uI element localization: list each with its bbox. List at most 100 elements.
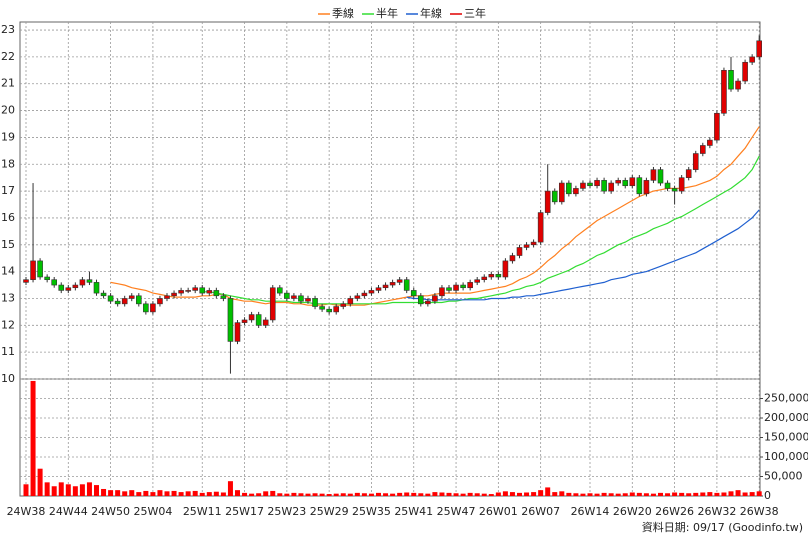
legend-label: 半年 <box>376 6 398 20</box>
volume-bar <box>587 493 593 496</box>
candle-body <box>756 40 763 58</box>
volume-bar <box>284 493 290 496</box>
candle-body <box>312 298 318 307</box>
candle-body <box>544 190 551 213</box>
candle-body <box>749 56 755 63</box>
candle-body <box>502 260 509 278</box>
x-tick-label: 25W41 <box>394 505 433 518</box>
x-tick-label: 25W35 <box>352 505 391 518</box>
candle-body <box>220 295 227 299</box>
volume-bar <box>277 493 283 496</box>
candle-body <box>255 314 262 326</box>
candle-body <box>93 282 100 294</box>
volume-bar <box>206 492 212 496</box>
volume-bar <box>700 492 706 496</box>
candle-body <box>30 260 36 280</box>
volume-bar <box>608 493 614 496</box>
ma-line <box>406 209 760 301</box>
volume-bar <box>460 493 466 496</box>
candle-body <box>206 290 213 294</box>
volume-bar <box>531 492 537 496</box>
candle-body <box>425 300 431 305</box>
candle-body <box>354 295 361 299</box>
volume-bar <box>263 491 269 496</box>
y-tick-label: 15 <box>1 238 15 251</box>
candle-body <box>410 290 417 297</box>
candle-body <box>573 188 579 195</box>
volume-bar <box>686 493 692 496</box>
candle-body <box>114 300 121 305</box>
candle-body <box>171 292 177 297</box>
candle-body <box>622 180 629 187</box>
x-tick-label: 26W14 <box>571 505 610 518</box>
x-tick-label: 25W29 <box>310 505 349 518</box>
candle-body <box>417 295 424 305</box>
candle-body <box>467 282 473 289</box>
volume-bar <box>693 492 699 496</box>
candle-body <box>636 177 643 195</box>
candle-body <box>474 279 481 283</box>
candle-body <box>284 292 290 299</box>
x-tick-label: 24W38 <box>7 505 46 518</box>
volume-bar <box>354 492 360 496</box>
volume-bar <box>101 488 107 496</box>
ma-line <box>202 155 760 305</box>
volume-bar <box>488 494 494 496</box>
y2-tick-label: 100,000 <box>764 450 808 463</box>
y2-tick-label: 250,000 <box>764 392 808 405</box>
candle-body <box>615 180 622 184</box>
candle-body <box>347 298 354 305</box>
candle-body <box>72 284 79 289</box>
volume-bar <box>573 493 579 496</box>
volume-bar <box>136 492 142 496</box>
volume-bar <box>383 493 389 496</box>
candle-body <box>178 290 184 294</box>
candle-body <box>128 295 135 299</box>
volume-bar <box>749 492 755 496</box>
y-tick-label: 13 <box>1 291 15 304</box>
candle-body <box>340 303 347 307</box>
candle-body <box>375 287 382 291</box>
candle-body <box>439 287 445 297</box>
candle-body <box>699 145 706 154</box>
candle-body <box>650 169 657 181</box>
x-tick-label: 25W11 <box>183 505 222 518</box>
candle-body <box>657 169 664 184</box>
volume-bar <box>502 491 508 496</box>
candle-body <box>537 212 544 243</box>
x-tick-label: 25W47 <box>437 505 476 518</box>
x-tick-label: 26W07 <box>521 505 560 518</box>
volume-bar <box>368 493 374 496</box>
volume-bar <box>312 493 318 496</box>
volume-bar <box>601 492 607 496</box>
volume-bar <box>122 491 128 496</box>
volume-bar <box>65 484 71 496</box>
candle-body <box>234 322 241 342</box>
candle-body <box>86 279 93 283</box>
x-tick-label: 26W38 <box>740 505 779 518</box>
y-tick-label: 16 <box>1 211 15 224</box>
x-tick-label: 24W50 <box>91 505 130 518</box>
candle-body <box>100 292 107 297</box>
candle-body <box>671 188 678 192</box>
volume-bar <box>524 492 530 496</box>
volume-bar <box>390 493 396 496</box>
y-tick-label: 14 <box>1 265 15 278</box>
volume-bar <box>94 485 99 496</box>
volume-bar <box>108 490 114 496</box>
candle-body <box>79 279 86 286</box>
candle-body <box>396 279 403 283</box>
candle-body <box>643 180 650 195</box>
candle-body <box>368 290 375 294</box>
candle-body <box>403 279 410 291</box>
volume-bar <box>270 490 276 496</box>
volume-bar <box>319 493 325 496</box>
volume-bar <box>622 493 628 496</box>
volume-bar <box>672 492 678 496</box>
volume-bar <box>72 486 78 496</box>
volume-bar <box>629 492 635 496</box>
volume-bar <box>298 493 304 496</box>
volume-bar <box>164 491 170 496</box>
candle-body <box>530 241 537 246</box>
candle-body <box>333 306 340 313</box>
